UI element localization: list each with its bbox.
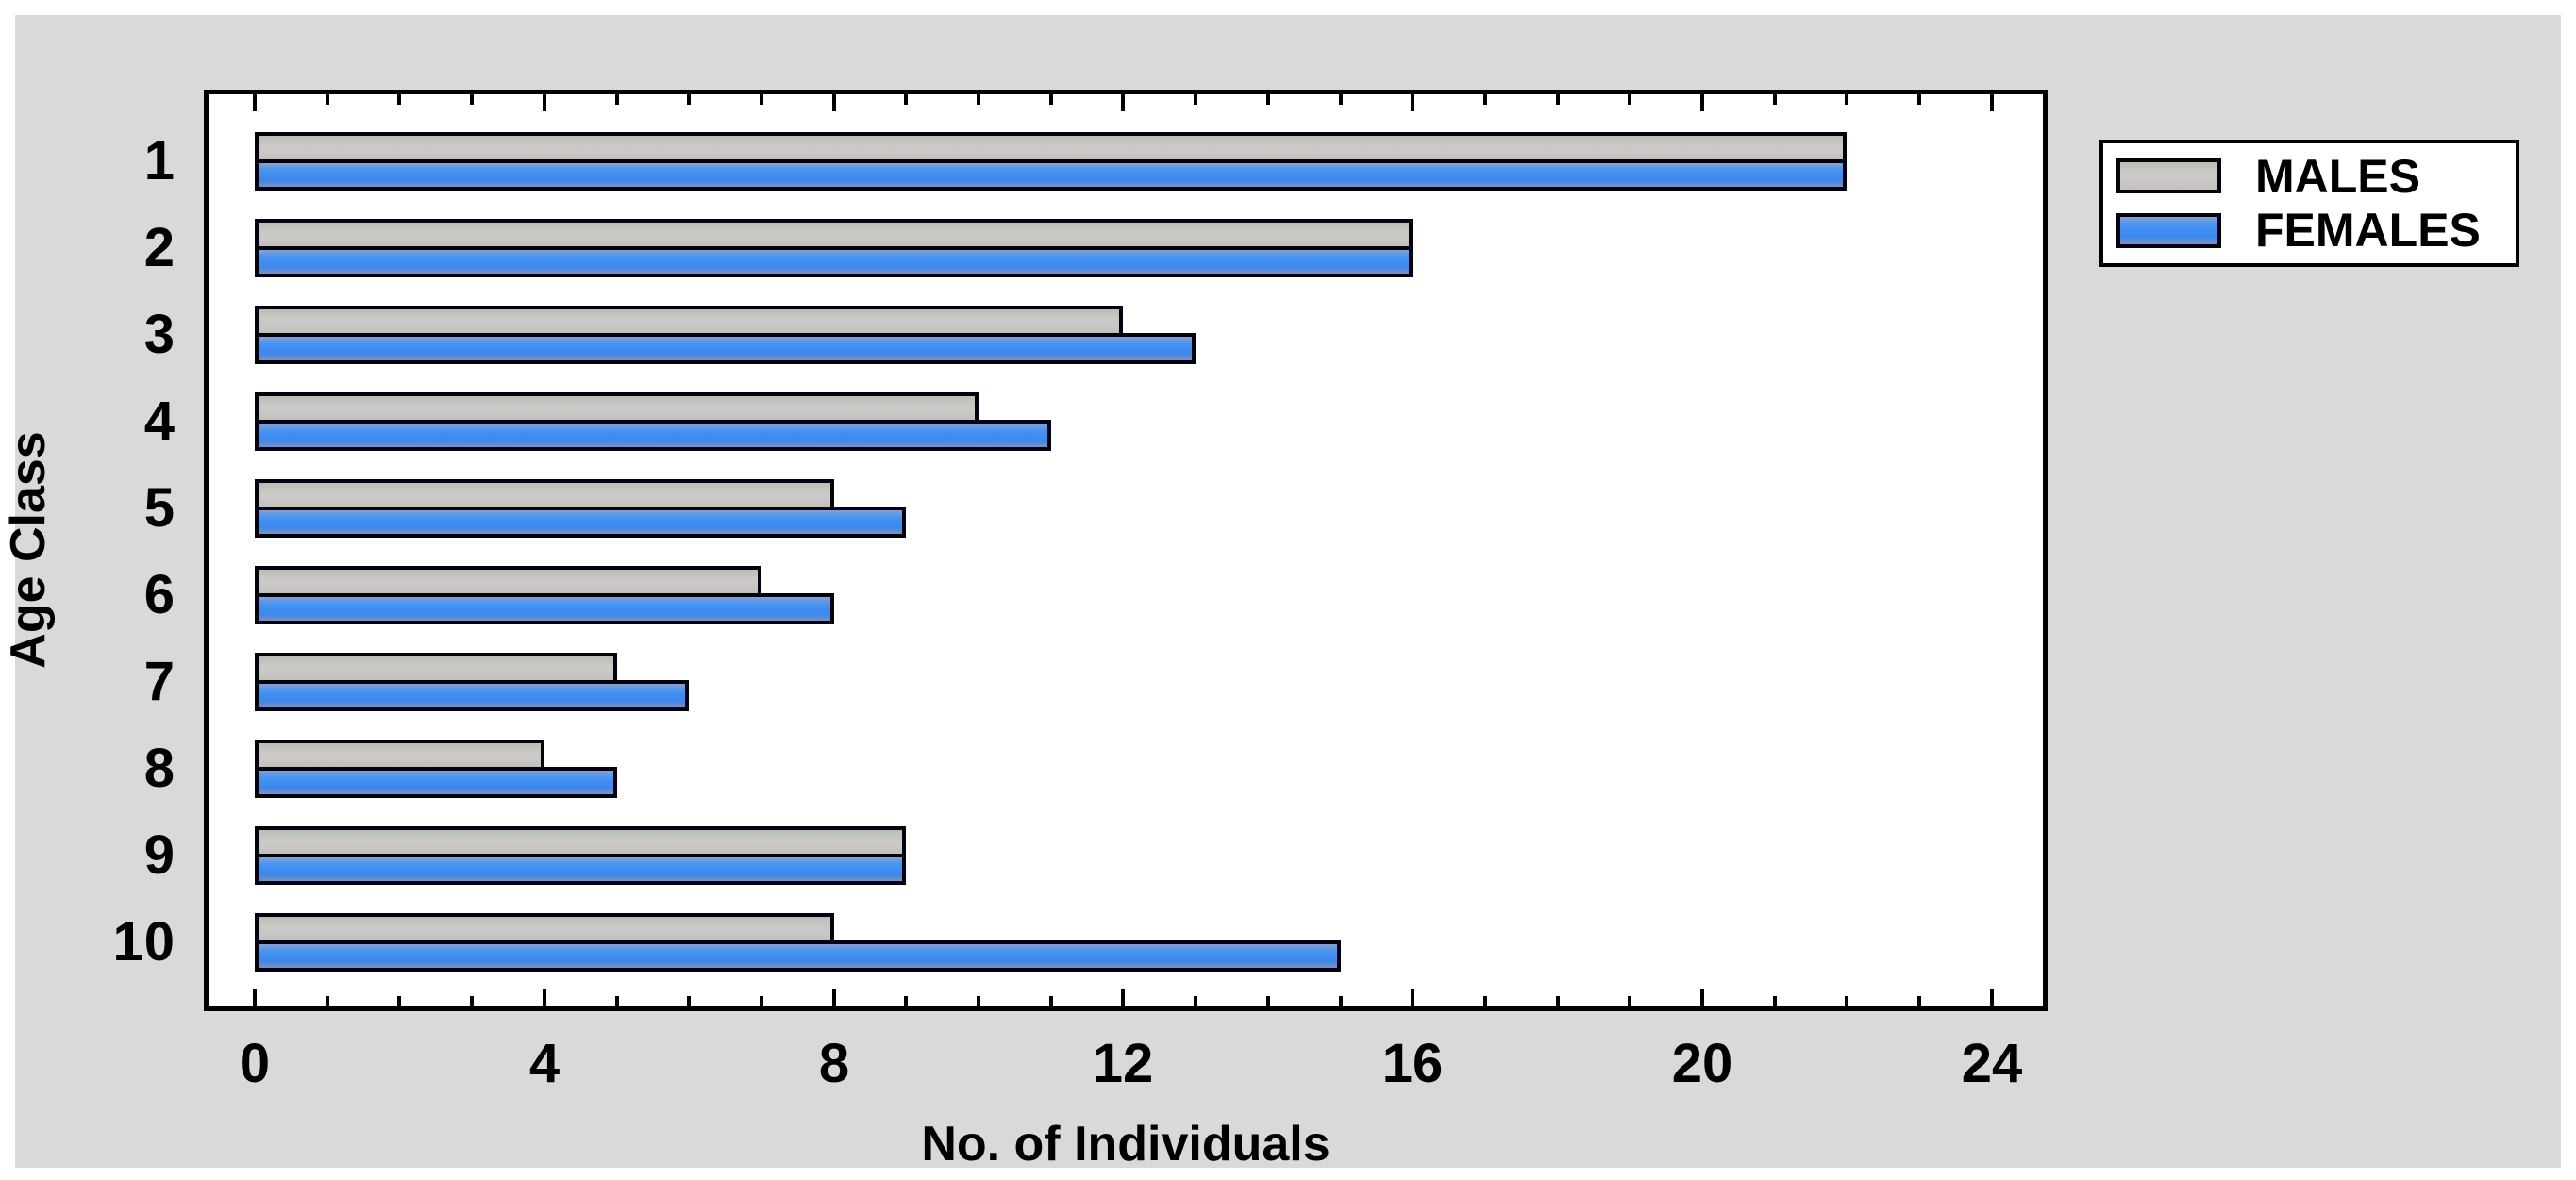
x-tick-major-16	[1411, 94, 1414, 111]
bar-females-age-8	[255, 767, 617, 798]
x-tick-major-0	[253, 989, 257, 1006]
y-tick-label-3: 3	[143, 304, 176, 365]
legend-row-males: MALES	[2103, 153, 2516, 200]
y-tick-label-8: 8	[143, 738, 176, 799]
y-tick-label-2: 2	[143, 217, 176, 278]
x-tick-minor-21	[1773, 94, 1777, 105]
bar-females-age-3	[255, 333, 1196, 364]
bar-females-age-6	[255, 593, 834, 624]
x-tick-minor-23	[1917, 94, 1921, 105]
bar-females-age-5	[255, 507, 906, 538]
x-tick-major-12	[1121, 989, 1125, 1006]
y-tick-label-5: 5	[143, 477, 176, 539]
legend-label-females: FEMALES	[2255, 204, 2481, 258]
legend: MALES FEMALES	[2099, 140, 2519, 267]
x-tick-minor-6	[687, 94, 691, 105]
x-tick-minor-21	[1773, 996, 1777, 1006]
x-tick-minor-9	[904, 94, 908, 105]
x-tick-minor-3	[470, 996, 474, 1006]
x-tick-minor-23	[1917, 996, 1921, 1006]
x-tick-minor-13	[1194, 94, 1197, 105]
x-tick-major-24	[1990, 94, 1994, 111]
x-tick-minor-3	[470, 94, 474, 105]
bar-males-age-1	[255, 132, 1847, 163]
x-tick-minor-19	[1628, 996, 1631, 1006]
y-tick-label-9: 9	[143, 824, 176, 886]
x-tick-minor-15	[1339, 996, 1343, 1006]
x-tick-major-8	[832, 989, 836, 1006]
x-tick-minor-10	[977, 996, 980, 1006]
x-tick-minor-22	[1845, 996, 1848, 1006]
x-axis-title: No. of Individuals	[921, 1117, 1330, 1172]
x-tick-label-0: 0	[239, 1033, 271, 1094]
x-tick-major-24	[1990, 989, 1994, 1006]
x-tick-major-20	[1700, 94, 1704, 111]
x-tick-minor-9	[904, 996, 908, 1006]
y-tick-label-1: 1	[143, 130, 176, 191]
x-tick-major-4	[543, 94, 546, 111]
y-tick-label-4: 4	[143, 391, 176, 452]
legend-swatch-females	[2116, 212, 2221, 248]
y-tick-label-10: 10	[112, 911, 176, 972]
bar-females-age-9	[255, 854, 906, 885]
x-tick-minor-18	[1556, 996, 1560, 1006]
x-tick-minor-2	[397, 996, 401, 1006]
x-tick-label-12: 12	[1092, 1033, 1154, 1094]
x-tick-major-4	[543, 989, 546, 1006]
x-tick-major-8	[832, 94, 836, 111]
x-tick-minor-14	[1266, 996, 1270, 1006]
x-tick-minor-1	[326, 94, 329, 105]
x-tick-minor-14	[1266, 94, 1270, 105]
bar-females-age-2	[255, 246, 1413, 277]
x-tick-minor-11	[1049, 996, 1053, 1006]
x-tick-minor-13	[1194, 996, 1197, 1006]
x-tick-minor-7	[760, 996, 763, 1006]
bar-females-age-7	[255, 680, 689, 711]
x-tick-minor-6	[687, 996, 691, 1006]
x-tick-minor-5	[615, 94, 619, 105]
x-tick-minor-1	[326, 996, 329, 1006]
x-tick-major-16	[1411, 989, 1414, 1006]
x-tick-minor-5	[615, 996, 619, 1006]
x-tick-label-8: 8	[818, 1033, 850, 1094]
x-tick-label-4: 4	[528, 1033, 560, 1094]
x-tick-minor-2	[397, 94, 401, 105]
bar-males-age-9	[255, 826, 906, 857]
x-tick-label-24: 24	[1961, 1033, 2023, 1094]
x-tick-minor-19	[1628, 94, 1631, 105]
x-tick-minor-18	[1556, 94, 1560, 105]
x-tick-minor-22	[1845, 94, 1848, 105]
legend-row-females: FEMALES	[2103, 207, 2516, 254]
x-tick-minor-15	[1339, 94, 1343, 105]
legend-label-males: MALES	[2255, 149, 2420, 203]
x-tick-major-12	[1121, 94, 1125, 111]
plot-area	[204, 90, 2048, 1011]
x-tick-label-16: 16	[1381, 1033, 1444, 1094]
x-tick-major-0	[253, 94, 257, 111]
x-tick-label-20: 20	[1671, 1033, 1733, 1094]
bar-females-age-4	[255, 420, 1051, 451]
x-tick-minor-10	[977, 94, 980, 105]
legend-swatch-males	[2116, 158, 2221, 194]
x-tick-minor-17	[1483, 94, 1487, 105]
x-tick-minor-7	[760, 94, 763, 105]
y-tick-label-7: 7	[143, 651, 176, 712]
bar-females-age-10	[255, 940, 1341, 972]
bar-females-age-1	[255, 159, 1847, 191]
x-tick-major-20	[1700, 989, 1704, 1006]
x-tick-minor-17	[1483, 996, 1487, 1006]
y-tick-label-6: 6	[143, 564, 176, 625]
x-tick-minor-11	[1049, 94, 1053, 105]
